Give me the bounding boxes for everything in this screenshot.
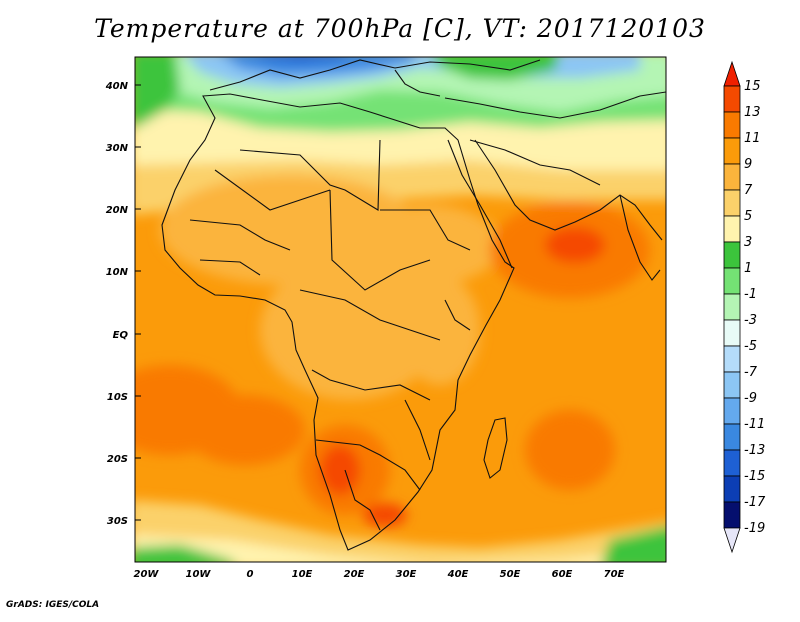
colorbar-top-triangle bbox=[723, 60, 741, 87]
colorbar-swatch bbox=[723, 423, 741, 451]
colorbar-label: -19 bbox=[744, 521, 765, 536]
colorbar-label: -13 bbox=[744, 443, 765, 458]
lon-label-40e: 40E bbox=[447, 569, 469, 580]
lat-label-20n: 20N bbox=[106, 205, 129, 216]
colorbar-swatch bbox=[723, 397, 741, 425]
lat-label-30s: 30S bbox=[107, 516, 128, 527]
lat-label-eq: EQ bbox=[113, 330, 129, 341]
lon-label-10e: 10E bbox=[292, 569, 313, 580]
colorbar-swatch bbox=[723, 449, 741, 477]
lat-label-40n: 40N bbox=[105, 81, 129, 92]
longitude-axis: 20W 10W 0 10E 20E 30E 40E 50E 60E 70E bbox=[134, 569, 625, 580]
colorbar-label: 1 bbox=[744, 261, 752, 276]
colorbar-swatch bbox=[723, 215, 741, 243]
colorbar-label: 9 bbox=[744, 157, 752, 172]
coastlines bbox=[161, 59, 666, 551]
colorbar-label: -17 bbox=[744, 495, 766, 510]
colorbar-swatch bbox=[723, 293, 741, 321]
colorbar-swatch bbox=[723, 85, 741, 113]
colorbar-label: 15 bbox=[744, 79, 761, 94]
colorbar-swatch bbox=[723, 189, 741, 217]
colorbar-label: 3 bbox=[744, 235, 752, 250]
colorbar-label: -1 bbox=[744, 287, 757, 302]
colorbar-label: -5 bbox=[744, 339, 757, 354]
lon-label-60e: 60E bbox=[552, 569, 573, 580]
colorbar-label: 7 bbox=[744, 183, 753, 198]
colorbar-swatch bbox=[723, 501, 741, 529]
colorbar-swatch bbox=[723, 137, 741, 165]
colorbar-label: 5 bbox=[744, 209, 752, 224]
colorbar-label: -9 bbox=[744, 391, 757, 406]
lon-label-20e: 20E bbox=[344, 569, 365, 580]
colorbar-label: -3 bbox=[744, 313, 757, 328]
lat-label-10n: 10N bbox=[106, 267, 129, 278]
colorbar-label: -15 bbox=[744, 469, 765, 484]
lon-label-10w: 10W bbox=[186, 569, 212, 580]
colorbar-label: 11 bbox=[744, 131, 761, 146]
colorbar-swatch bbox=[723, 475, 741, 503]
lon-label-0: 0 bbox=[247, 569, 254, 580]
lon-label-30e: 30E bbox=[396, 569, 417, 580]
footer-credit: GrADS: IGES/COLA bbox=[6, 600, 100, 610]
colorbar-swatch bbox=[723, 319, 741, 347]
lat-label-10s: 10S bbox=[107, 392, 128, 403]
lon-label-20w: 20W bbox=[134, 569, 160, 580]
lat-label-20s: 20S bbox=[107, 454, 128, 465]
colorbar-swatch bbox=[723, 241, 741, 269]
colorbar-swatch bbox=[723, 163, 741, 191]
plot-frame bbox=[134, 56, 667, 563]
lat-label-30n: 30N bbox=[106, 143, 129, 154]
temperature-field bbox=[135, 57, 666, 562]
colorbar: 15 13 11 9 7 5 3 1 -1 -3 -5 -7 -9 -11 -13 -15 -17 -19 bbox=[723, 60, 766, 554]
map-title: Temperature at 700hPa [C], VT: 201712010… bbox=[94, 14, 706, 43]
colorbar-swatch bbox=[723, 371, 741, 399]
colorbar-swatch bbox=[723, 267, 741, 295]
lon-label-70e: 70E bbox=[604, 569, 625, 580]
colorbar-swatch bbox=[723, 111, 741, 139]
colorbar-label: -7 bbox=[744, 365, 758, 380]
colorbar-swatch bbox=[723, 345, 741, 373]
colorbar-label: 13 bbox=[744, 105, 761, 120]
colorbar-bottom-triangle bbox=[723, 527, 741, 554]
latitude-axis: 40N 30N 20N 10N EQ 10S 20S 30S bbox=[105, 81, 141, 527]
lon-label-50e: 50E bbox=[500, 569, 521, 580]
colorbar-label: -11 bbox=[744, 417, 765, 432]
